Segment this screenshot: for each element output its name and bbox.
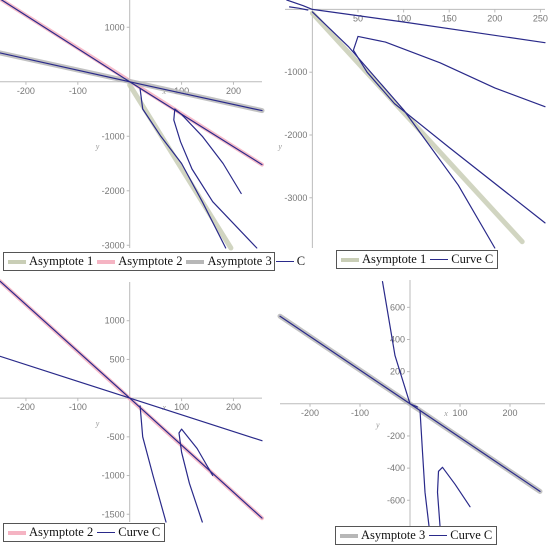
x-tick-label: 200 bbox=[487, 13, 502, 23]
legend-item: Curve C bbox=[429, 528, 492, 543]
x-tick-label: -200 bbox=[17, 402, 35, 412]
x-tick-label: 200 bbox=[226, 402, 241, 412]
panel-bottom-left: -200 -100 100 200 1000 500 -500 -1000 -1500 x y As… bbox=[0, 274, 275, 547]
legend-label: Curve C bbox=[450, 528, 493, 542]
legend-item: Asymptote 1 bbox=[8, 254, 93, 269]
x-axis-label: x bbox=[443, 409, 448, 418]
legend-item: C bbox=[275, 254, 306, 269]
curve-branch bbox=[0, 355, 263, 442]
legend-label: Curve C bbox=[118, 525, 161, 539]
y-tick-label: -2000 bbox=[102, 186, 125, 196]
x-tick-label: -100 bbox=[69, 86, 87, 96]
legend-swatch bbox=[8, 530, 26, 535]
asymptote-line bbox=[127, 82, 234, 251]
x-tick-label: 200 bbox=[502, 408, 517, 418]
x-tick-label: 100 bbox=[396, 13, 411, 23]
curve-branch bbox=[0, 0, 263, 166]
y-tick-label: 200 bbox=[390, 367, 405, 377]
legend-item: Curve C bbox=[430, 252, 493, 267]
y-tick-label: -200 bbox=[387, 431, 405, 441]
y-tick-label: -1500 bbox=[102, 509, 125, 519]
legend-top-left: Asymptote 1 Asymptote 2 Asymptote 3 C bbox=[3, 252, 305, 271]
x-tick-label: 100 bbox=[174, 402, 189, 412]
curve-branch bbox=[289, 6, 309, 11]
x-tick-label: 250 bbox=[533, 13, 548, 23]
y-axis-label: y bbox=[375, 421, 380, 430]
legend-label: C bbox=[296, 254, 306, 268]
y-tick-label: -2000 bbox=[284, 130, 307, 140]
x-tick-label: -200 bbox=[17, 86, 35, 96]
curve-branch bbox=[0, 280, 263, 519]
legend-label: Asymptote 2 bbox=[118, 254, 183, 268]
asymptote-line bbox=[309, 10, 525, 245]
legend-swatch bbox=[275, 260, 294, 263]
legend-bottom-left: Asymptote 2 Curve C bbox=[3, 523, 165, 542]
legend-item: Asymptote 2 bbox=[8, 525, 93, 540]
x-axis-label: x bbox=[161, 403, 166, 412]
y-tick-label: 1000 bbox=[105, 316, 125, 326]
y-tick-label: -3000 bbox=[284, 193, 307, 203]
legend-top-right: Asymptote 1 Curve C bbox=[336, 250, 498, 269]
x-tick-label: -200 bbox=[301, 408, 319, 418]
curve-branch bbox=[173, 108, 258, 249]
legend-item: Curve C bbox=[97, 525, 160, 540]
y-tick-label: -3000 bbox=[102, 240, 125, 250]
chart-top-right: 50 100 150 200 250 -1000 -2000 -3000 x y bbox=[277, 0, 548, 249]
legend-item: Asymptote 1 bbox=[341, 252, 426, 267]
curve-branch bbox=[311, 11, 496, 249]
y-tick-label: 1000 bbox=[105, 22, 125, 32]
y-tick-label: 500 bbox=[110, 354, 125, 364]
x-tick-label: -100 bbox=[351, 408, 369, 418]
panel-top-right: 50 100 150 200 250 -1000 -2000 -3000 x y Asymptot… bbox=[275, 0, 550, 273]
legend-bottom-right: Asymptote 3 Curve C bbox=[335, 526, 497, 545]
x-axis-label: x bbox=[445, 14, 450, 23]
y-tick-label: -600 bbox=[387, 495, 405, 505]
curve-branch bbox=[436, 466, 471, 527]
legend-swatch bbox=[340, 533, 358, 538]
legend-label: Asymptote 3 bbox=[207, 254, 272, 268]
y-axis-label: y bbox=[95, 142, 100, 151]
legend-label: Asymptote 2 bbox=[29, 525, 94, 539]
y-tick-label: -1000 bbox=[102, 471, 125, 481]
legend-label: Curve C bbox=[451, 252, 494, 266]
legend-swatch bbox=[97, 259, 116, 264]
x-tick-label: 50 bbox=[353, 13, 363, 23]
y-axis-label: y bbox=[95, 419, 100, 428]
legend-item: Asymptote 2 bbox=[97, 254, 182, 269]
x-tick-label: -100 bbox=[69, 402, 87, 412]
curve-branch bbox=[286, 0, 546, 44]
curve-branch bbox=[352, 35, 546, 224]
legend-swatch bbox=[341, 257, 359, 262]
panel-bottom-right: -200 -100 100 200 600 400 200 -200 -400 -600 x y As… bbox=[275, 274, 550, 547]
legend-label: Asymptote 3 bbox=[361, 528, 426, 542]
legend-swatch bbox=[97, 531, 116, 534]
y-tick-label: -500 bbox=[107, 432, 125, 442]
y-tick-label: 600 bbox=[390, 302, 405, 312]
x-tick-label: 150 bbox=[442, 13, 457, 23]
curve-branch bbox=[139, 405, 167, 523]
x-tick-label: 200 bbox=[226, 86, 241, 96]
panel-top-left: -200 -100 100 200 1000 -1000 -2000 -3000 x y Asym… bbox=[0, 0, 305, 273]
curve-branch bbox=[419, 409, 430, 527]
x-tick-label: 100 bbox=[452, 408, 467, 418]
chart-bottom-left: -200 -100 100 200 1000 500 -500 -1000 -1500 x y bbox=[0, 279, 264, 523]
curve-branch bbox=[178, 428, 214, 523]
y-tick-label: -400 bbox=[387, 463, 405, 473]
legend-swatch bbox=[8, 259, 26, 264]
y-axis-label: y bbox=[277, 142, 282, 151]
legend-swatch bbox=[429, 534, 448, 537]
chart-bottom-right: -200 -100 100 200 600 400 200 -200 -400 -600 x y bbox=[277, 280, 545, 527]
legend-item: Asymptote 3 bbox=[340, 528, 425, 543]
curve-branch bbox=[139, 88, 227, 249]
curve-branch bbox=[381, 280, 419, 408]
legend-label: Asymptote 1 bbox=[29, 254, 94, 268]
legend-label: Asymptote 1 bbox=[362, 252, 427, 266]
y-tick-label: -1000 bbox=[102, 131, 125, 141]
y-tick-label: -1000 bbox=[284, 67, 307, 77]
legend-item: Asymptote 3 bbox=[186, 254, 272, 269]
y-tick-label: 400 bbox=[390, 334, 405, 344]
legend-swatch bbox=[430, 258, 449, 261]
legend-swatch bbox=[186, 259, 205, 264]
